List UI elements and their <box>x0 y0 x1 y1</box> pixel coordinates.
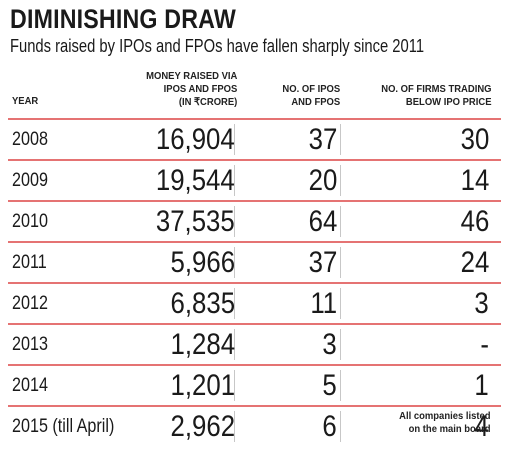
column-header-ipo-count: NO. OF IPOs AND FPOs <box>282 83 340 109</box>
column-separator <box>234 329 235 360</box>
firms-below-cell: 24 <box>460 246 489 279</box>
year-cell: 2014 <box>12 375 48 396</box>
table-row: 2011 5,966 37 24 <box>8 243 501 284</box>
page-title: DIMINISHING DRAW <box>10 4 236 34</box>
column-header-year: YEAR <box>12 95 38 108</box>
column-separator <box>234 165 235 196</box>
year-cell: 2013 <box>12 334 48 355</box>
column-header-money-line3: (IN ₹CRORE) <box>178 96 237 108</box>
ipo-count-cell: 3 <box>322 328 337 361</box>
ipo-count-cell: 11 <box>310 287 337 320</box>
ipo-count-cell: 37 <box>308 246 337 279</box>
table-row: 2012 6,835 11 3 <box>8 284 501 325</box>
data-table: 2008 16,904 37 30 2009 19,544 20 14 2010… <box>8 118 501 446</box>
column-header-money-line1: MONEY RAISED VIA <box>145 70 237 82</box>
column-header-year-text: YEAR <box>12 95 39 107</box>
money-raised-cell: 37,535 <box>156 205 235 238</box>
firms-below-cell: 4 <box>474 410 489 443</box>
money-raised-cell: 6,835 <box>170 287 235 320</box>
firms-below-cell: 3 <box>474 287 489 320</box>
column-header-ipos-line1: NO. OF IPOs <box>282 83 340 95</box>
firms-below-cell: - <box>480 328 489 361</box>
footnote-line2: on the main board <box>409 423 491 435</box>
column-header-firms-below: NO. OF FIRMS TRADING BELOW IPO PRICE <box>381 83 491 109</box>
footnote-line1: All companies listed <box>399 410 491 422</box>
year-cell: 2012 <box>12 293 48 314</box>
table-row: 2008 16,904 37 30 <box>8 118 501 161</box>
footnote: All companies listed on the main board <box>400 410 491 436</box>
money-raised-cell: 2,962 <box>170 410 235 443</box>
money-raised-cell: 1,201 <box>170 369 235 402</box>
column-separator <box>234 288 235 319</box>
column-separator <box>340 165 341 196</box>
firms-below-cell: 14 <box>460 164 489 197</box>
ipo-count-cell: 37 <box>308 123 337 156</box>
column-separator <box>234 411 235 442</box>
column-separator <box>340 247 341 278</box>
column-header-firms-line1: NO. OF FIRMS TRADING <box>380 83 491 95</box>
column-separator <box>340 206 341 237</box>
firms-below-cell: 30 <box>460 123 489 156</box>
money-raised-cell: 19,544 <box>156 164 235 197</box>
money-raised-cell: 5,966 <box>170 246 235 279</box>
money-raised-cell: 16,904 <box>156 123 235 156</box>
year-cell: 2008 <box>12 129 48 150</box>
page-subtitle: Funds raised by IPOs and FPOs have falle… <box>10 36 425 56</box>
firms-below-cell: 1 <box>474 369 489 402</box>
column-header-money-line2: IPOs AND FPOs <box>163 83 237 95</box>
year-cell: 2015 (till April) <box>12 416 115 437</box>
year-cell: 2009 <box>12 170 48 191</box>
column-separator <box>340 124 341 155</box>
ipo-count-cell: 20 <box>308 164 337 197</box>
firms-below-cell: 46 <box>460 205 489 238</box>
column-separator <box>340 411 341 442</box>
table-row: 2013 1,284 3 - <box>8 325 501 366</box>
column-header-firms-line2: BELOW IPO PRICE <box>405 96 491 108</box>
money-raised-cell: 1,284 <box>170 328 235 361</box>
column-header-money-raised: MONEY RAISED VIA IPOs AND FPOs (IN ₹CROR… <box>146 70 237 109</box>
ipo-count-cell: 5 <box>322 369 337 402</box>
column-separator <box>234 247 235 278</box>
column-separator <box>234 206 235 237</box>
table-row: 2015 (till April) 2,962 6 4 <box>8 407 501 446</box>
table-row: 2009 19,544 20 14 <box>8 161 501 202</box>
ipo-count-cell: 6 <box>322 410 337 443</box>
column-separator <box>340 370 341 401</box>
column-separator <box>340 288 341 319</box>
ipo-count-cell: 64 <box>308 205 337 238</box>
column-separator <box>234 124 235 155</box>
table-row: 2014 1,201 5 1 <box>8 366 501 407</box>
column-separator <box>234 370 235 401</box>
year-cell: 2011 <box>12 252 47 273</box>
table-row: 2010 37,535 64 46 <box>8 202 501 243</box>
column-header-ipos-line2: AND FPOs <box>291 96 340 108</box>
year-cell: 2010 <box>12 211 48 232</box>
column-separator <box>340 329 341 360</box>
